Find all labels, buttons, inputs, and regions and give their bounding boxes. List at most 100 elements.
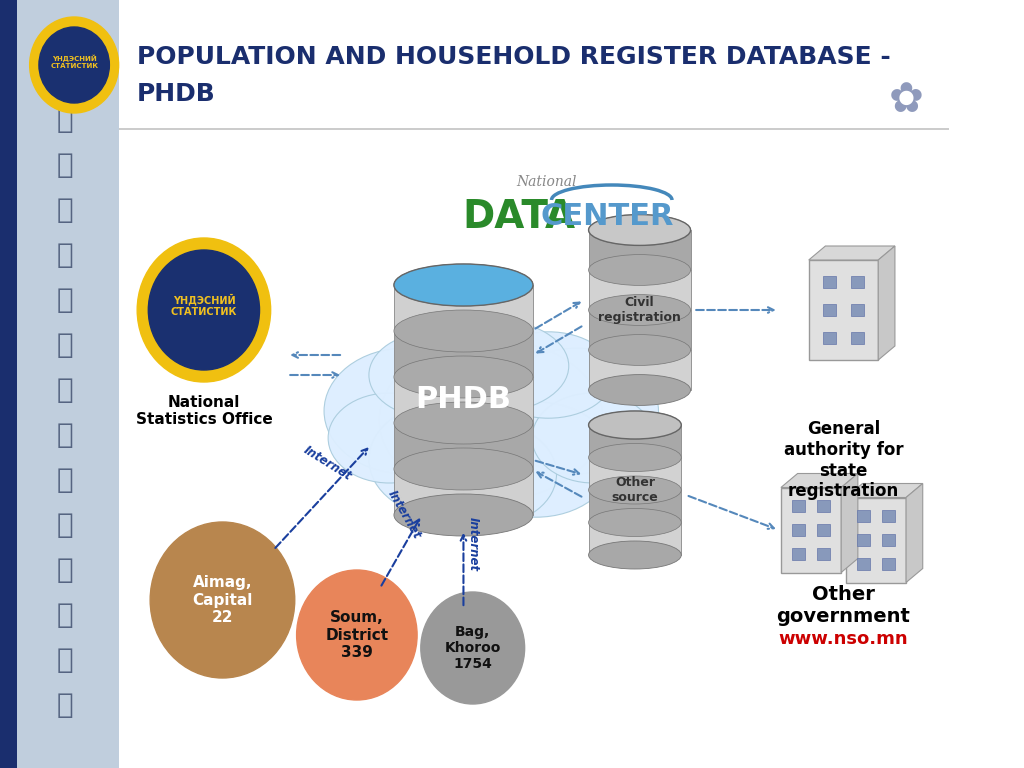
Bar [394, 377, 532, 423]
Circle shape [137, 238, 270, 382]
Bar [823, 332, 837, 344]
Ellipse shape [369, 332, 500, 419]
Ellipse shape [394, 310, 532, 352]
Ellipse shape [589, 255, 690, 286]
Bar [817, 548, 829, 560]
Bar [781, 488, 841, 572]
Text: PHDB: PHDB [416, 386, 511, 415]
Polygon shape [809, 246, 895, 260]
Text: ҮНДЭСНИЙ
СТАТИСТИК: ҮНДЭСНИЙ СТАТИСТИК [171, 293, 238, 316]
Ellipse shape [328, 393, 451, 483]
Bar [817, 524, 829, 536]
Circle shape [39, 27, 110, 103]
Polygon shape [841, 474, 858, 572]
Bar [857, 558, 870, 571]
Text: ᠠ: ᠠ [56, 151, 73, 179]
Bar [394, 423, 532, 469]
Bar [394, 469, 532, 515]
Ellipse shape [379, 339, 603, 501]
Text: ᠠ: ᠠ [56, 691, 73, 719]
Text: Aimag,
Capital
22: Aimag, Capital 22 [193, 575, 253, 625]
Ellipse shape [394, 494, 532, 536]
Ellipse shape [324, 348, 487, 474]
Text: National
Statistics Office: National Statistics Office [135, 395, 272, 428]
Text: ᠭ: ᠭ [56, 646, 73, 674]
Ellipse shape [496, 348, 658, 474]
Polygon shape [906, 484, 923, 582]
Ellipse shape [459, 402, 613, 517]
Bar [851, 276, 863, 288]
Ellipse shape [394, 448, 532, 490]
Text: Soum,
District
339: Soum, District 339 [326, 610, 388, 660]
Ellipse shape [589, 411, 681, 439]
Bar [882, 534, 895, 546]
Ellipse shape [414, 319, 568, 413]
Ellipse shape [589, 375, 690, 406]
Text: POPULATION AND HOUSEHOLD REGISTER DATABASE -: POPULATION AND HOUSEHOLD REGISTER DATABA… [137, 45, 891, 69]
Text: ✿: ✿ [889, 79, 924, 121]
Bar [857, 510, 870, 521]
Bar [589, 270, 690, 310]
Bar [0, 0, 119, 768]
Text: Bag,
Khoroo
1754: Bag, Khoroo 1754 [444, 625, 501, 671]
Ellipse shape [589, 443, 681, 472]
Circle shape [151, 522, 295, 678]
Bar [589, 458, 681, 490]
Bar [823, 276, 837, 288]
Bar [817, 500, 829, 511]
Ellipse shape [394, 264, 532, 306]
Ellipse shape [426, 424, 556, 525]
Text: ᠳ: ᠳ [56, 511, 73, 539]
Polygon shape [879, 246, 895, 360]
Bar [589, 310, 690, 350]
Bar [589, 350, 690, 390]
Text: PHDB: PHDB [137, 82, 216, 106]
Text: ᠳ: ᠳ [56, 241, 73, 269]
Text: General
authority for
state
registration: General authority for state registration [783, 420, 903, 501]
Text: www.nso.mn: www.nso.mn [778, 630, 908, 648]
Text: ᠨ: ᠨ [56, 331, 73, 359]
Text: DATA: DATA [463, 198, 575, 236]
Bar [857, 534, 870, 546]
Bar [793, 548, 805, 560]
Text: Internet: Internet [467, 517, 480, 571]
Text: National: National [517, 175, 578, 189]
Bar [846, 498, 906, 582]
Text: ҮНДЭСНИЙ
СТАТИСТИК: ҮНДЭСНИЙ СТАТИСТИК [50, 55, 98, 69]
Bar [0, 0, 16, 768]
Text: ᠭ: ᠭ [56, 376, 73, 404]
Text: Civil
registration: Civil registration [598, 296, 681, 324]
Bar [16, 0, 119, 768]
Ellipse shape [394, 264, 532, 306]
Text: CENTER: CENTER [541, 202, 674, 231]
Text: ᠭ: ᠭ [56, 106, 73, 134]
Bar [589, 425, 681, 458]
Circle shape [421, 592, 524, 704]
Bar [851, 332, 863, 344]
Circle shape [297, 570, 417, 700]
Ellipse shape [589, 335, 690, 366]
Ellipse shape [589, 214, 690, 246]
Ellipse shape [589, 541, 681, 569]
Text: ᠠ: ᠠ [56, 421, 73, 449]
Text: ᠨ: ᠨ [56, 466, 73, 494]
Text: Other
source: Other source [611, 476, 658, 504]
Ellipse shape [589, 476, 681, 504]
Bar [119, 128, 949, 130]
Ellipse shape [394, 356, 532, 398]
Bar [394, 285, 532, 331]
Ellipse shape [369, 402, 524, 517]
Bar [793, 524, 805, 536]
Bar [793, 500, 805, 511]
Bar [589, 490, 681, 522]
Text: Other
government: Other government [776, 585, 910, 626]
Text: ᠨ: ᠨ [56, 601, 73, 629]
Bar [882, 558, 895, 571]
Circle shape [30, 17, 119, 113]
Ellipse shape [589, 214, 690, 246]
Text: ᠨ: ᠨ [56, 196, 73, 224]
Bar [882, 510, 895, 521]
Polygon shape [846, 484, 923, 498]
Text: Internet: Internet [385, 488, 423, 541]
Text: ᠰ: ᠰ [56, 556, 73, 584]
